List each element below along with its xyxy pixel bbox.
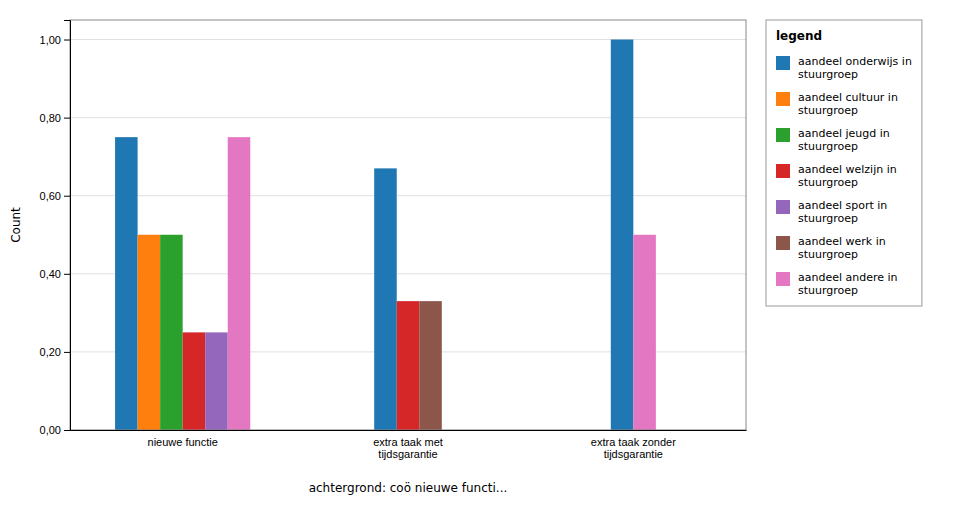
y-tick: 1,00 [40,34,70,46]
x-tick-label: extra taak mettijdsgarantie [373,436,443,461]
y-tick-mark [64,430,70,431]
legend-frame [766,20,922,306]
y-tick-mark [64,274,70,275]
legend-label: aandeel werk instuurgroep [798,235,886,261]
legend-swatch [776,128,790,142]
grid-line [70,195,746,196]
chart: 0,00 0,20 0,40 0,60 0,80 1,00 nieuwe functie ex… [0,0,961,508]
legend-label: aandeel welzijn instuurgroep [798,163,897,189]
bar [419,301,442,430]
legend-item: aandeel werk instuurgroep [776,235,886,261]
grid-line [70,39,746,40]
x-tick: extra taak zondertijdsgarantie [591,436,676,461]
y-tick-mark [64,118,70,119]
legend-swatch [776,236,790,250]
bar [611,40,634,430]
legend-swatch [776,92,790,106]
legend-item: aandeel sport instuurgroep [776,199,887,225]
bar [397,301,420,430]
x-tick-label: nieuwe functie [148,436,218,448]
y-tick: 0,60 [40,190,70,202]
y-tick-mark [64,40,70,41]
y-tick-mark [64,352,70,353]
y-tick: 0,00 [40,424,70,436]
bar [228,137,251,430]
legend-item: aandeel jeugd instuurgroep [776,127,890,153]
legend-label: aandeel sport instuurgroep [798,199,887,225]
plot-frame [70,20,746,430]
x-axis-title: achtergrond: coö nieuwe functi... [309,481,508,495]
bar [205,332,228,430]
x-axis: nieuwe functie extra taak mettijdsgaranti… [71,431,747,461]
y-tick-mark [64,196,70,197]
y-tick-label: 1,00 [40,34,61,46]
bar [183,332,206,430]
y-tick-label: 0,00 [40,424,61,436]
legend-swatch [776,164,790,178]
y-tick: 0,40 [40,268,70,280]
legend-label: aandeel andere instuurgroep [798,271,898,297]
bar [138,235,161,430]
y-tick: 0,80 [40,112,70,124]
legend-item: aandeel cultuur instuurgroep [776,91,898,117]
bar [160,235,183,430]
grid [70,40,746,430]
y-tick: 0,20 [40,346,70,358]
legend-swatch [776,56,790,70]
x-axis-line [71,430,747,431]
y-axis-line [64,21,71,431]
bars [115,40,656,430]
bar [115,137,138,430]
y-axis-title: Count [9,207,23,243]
bar [633,235,656,430]
legend: legend aandeel onderwijs instuurgroep aand… [766,20,922,306]
legend-item: aandeel andere instuurgroep [776,271,898,297]
y-axis: 0,00 0,20 0,40 0,60 0,80 1,00 [40,21,71,437]
legend-label: aandeel onderwijs instuurgroep [798,55,912,81]
y-tick-label: 0,20 [40,346,61,358]
y-tick-label: 0,80 [40,112,61,124]
x-tick: extra taak mettijdsgarantie [373,436,443,461]
plot: 0,00 0,20 0,40 0,60 0,80 1,00 nieuwe functie ex… [40,20,747,460]
legend-item: aandeel onderwijs instuurgroep [776,55,912,81]
legend-swatch [776,272,790,286]
bar [374,168,397,430]
legend-swatch [776,200,790,214]
x-tick-label: extra taak zondertijdsgarantie [591,436,676,461]
x-tick: nieuwe functie [148,436,218,448]
legend-title: legend [776,29,822,43]
legend-label: aandeel cultuur instuurgroep [798,91,898,117]
legend-label: aandeel jeugd instuurgroep [798,127,890,153]
y-tick-label: 0,40 [40,268,61,280]
grid-line [70,117,746,118]
legend-item: aandeel welzijn instuurgroep [776,163,897,189]
y-tick-label: 0,60 [40,190,61,202]
